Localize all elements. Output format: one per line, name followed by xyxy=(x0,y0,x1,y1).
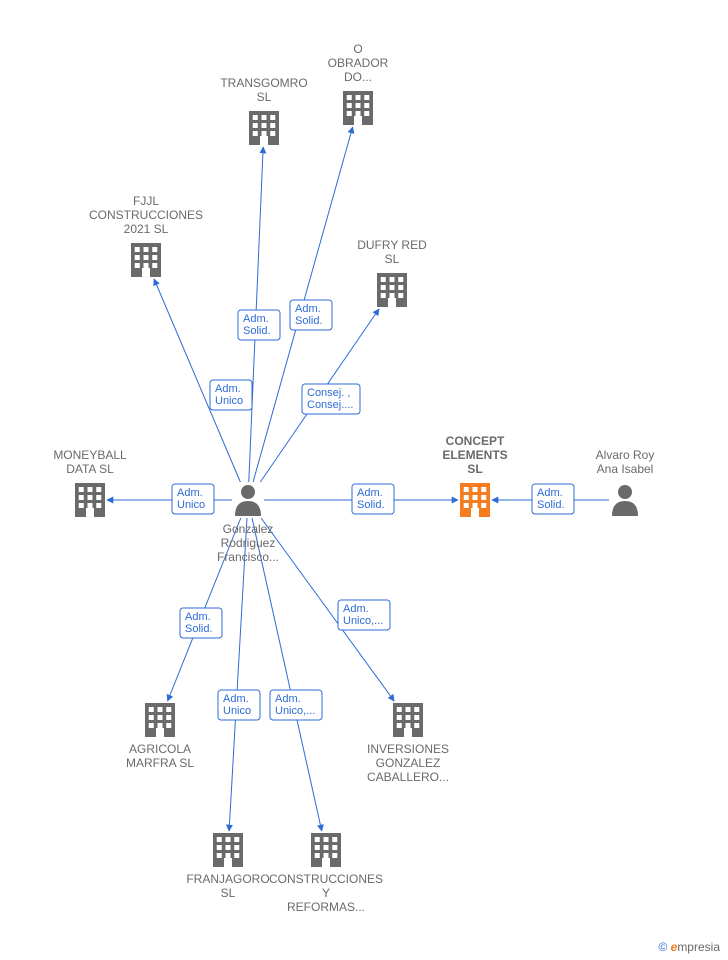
copyright-footer: © empresia xyxy=(658,940,720,954)
svg-text:Alvaro Roy: Alvaro Roy xyxy=(596,448,655,462)
svg-text:Solid.: Solid. xyxy=(243,325,271,337)
building-icon xyxy=(131,243,161,277)
svg-text:Adm.: Adm. xyxy=(537,487,563,499)
building-icon xyxy=(377,273,407,307)
edge xyxy=(229,518,247,831)
svg-text:MARFRA SL: MARFRA SL xyxy=(126,756,194,770)
svg-text:Rodriguez: Rodriguez xyxy=(221,536,276,550)
svg-text:DO...: DO... xyxy=(344,70,372,84)
svg-text:Francisco...: Francisco... xyxy=(217,550,279,564)
svg-text:Solid.: Solid. xyxy=(185,623,213,635)
person-icon xyxy=(235,485,261,516)
svg-text:CABALLERO...: CABALLERO... xyxy=(367,770,449,784)
svg-text:Adm.: Adm. xyxy=(243,313,269,325)
svg-text:Adm.: Adm. xyxy=(295,303,321,315)
svg-text:Adm.: Adm. xyxy=(215,383,241,395)
svg-text:Unico,...: Unico,... xyxy=(343,615,383,627)
svg-text:FRANJAGORO: FRANJAGORO xyxy=(186,872,269,886)
svg-text:Consej. ,: Consej. , xyxy=(307,387,350,399)
building-icon xyxy=(213,833,243,867)
svg-text:SL: SL xyxy=(385,252,400,266)
svg-text:Unico: Unico xyxy=(215,395,243,407)
svg-text:FJJL: FJJL xyxy=(133,194,159,208)
edge-label: Adm.Unico xyxy=(218,690,260,720)
node-label: CONCEPTELEMENTSSL xyxy=(442,434,507,476)
svg-text:Adm.: Adm. xyxy=(177,487,203,499)
building-icon xyxy=(145,703,175,737)
edge-label: Adm.Solid. xyxy=(238,310,280,340)
svg-text:Gonzalez: Gonzalez xyxy=(223,522,274,536)
svg-text:SL: SL xyxy=(467,462,482,476)
svg-text:Solid.: Solid. xyxy=(295,315,323,327)
network-diagram: Adm.UnicoAdm.UnicoAdm.Solid.Adm.Solid.Co… xyxy=(0,0,728,960)
svg-text:INVERSIONES: INVERSIONES xyxy=(367,742,449,756)
brand-rest: mpresia xyxy=(677,940,720,954)
node-label: Alvaro RoyAna Isabel xyxy=(596,448,655,476)
edge-label: Adm.Solid. xyxy=(290,300,332,330)
svg-text:CONSTRUCCIONES: CONSTRUCCIONES xyxy=(89,208,203,222)
svg-text:O: O xyxy=(353,42,362,56)
svg-text:SL: SL xyxy=(221,886,236,900)
svg-text:Adm.: Adm. xyxy=(343,603,369,615)
svg-text:OBRADOR: OBRADOR xyxy=(328,56,389,70)
svg-text:MONEYBALL: MONEYBALL xyxy=(53,448,127,462)
svg-text:Unico,...: Unico,... xyxy=(275,705,315,717)
svg-text:CONSTRUCCIONES: CONSTRUCCIONES xyxy=(269,872,383,886)
svg-text:ELEMENTS: ELEMENTS xyxy=(442,448,507,462)
building-icon xyxy=(311,833,341,867)
node-label: MONEYBALLDATA SL xyxy=(53,448,127,476)
edge-label: Adm.Unico xyxy=(210,380,252,410)
svg-text:Adm.: Adm. xyxy=(275,693,301,705)
svg-text:CONCEPT: CONCEPT xyxy=(446,434,505,448)
svg-text:Y: Y xyxy=(322,886,330,900)
building-icon xyxy=(343,91,373,125)
edge-label: Adm.Solid. xyxy=(180,608,222,638)
svg-text:GONZALEZ: GONZALEZ xyxy=(376,756,441,770)
building-icon xyxy=(249,111,279,145)
edge-label: Adm.Solid. xyxy=(532,484,574,514)
node-label: INVERSIONESGONZALEZCABALLERO... xyxy=(367,742,449,784)
node-label: DUFRY REDSL xyxy=(357,238,427,266)
svg-text:Adm.: Adm. xyxy=(357,487,383,499)
building-icon xyxy=(75,483,105,517)
building-icon xyxy=(460,483,490,517)
edge xyxy=(252,518,322,831)
edge-label: Adm.Unico,... xyxy=(270,690,322,720)
node-label: TRANSGOMROSL xyxy=(220,76,307,104)
node-label: AGRICOLAMARFRA SL xyxy=(126,742,194,770)
edge-label: Adm.Solid. xyxy=(352,484,394,514)
node-label: OOBRADORDO... xyxy=(328,42,389,84)
svg-text:Consej....: Consej.... xyxy=(307,399,353,411)
node-label: FRANJAGOROSL xyxy=(186,872,269,900)
svg-text:DUFRY RED: DUFRY RED xyxy=(357,238,427,252)
svg-text:Unico: Unico xyxy=(223,705,251,717)
svg-text:TRANSGOMRO: TRANSGOMRO xyxy=(220,76,307,90)
svg-text:Solid.: Solid. xyxy=(537,499,565,511)
copyright-symbol: © xyxy=(658,940,667,954)
edge-label: Consej. ,Consej.... xyxy=(302,384,360,414)
svg-text:Adm.: Adm. xyxy=(223,693,249,705)
svg-text:2021 SL: 2021 SL xyxy=(124,222,169,236)
svg-text:DATA SL: DATA SL xyxy=(66,462,114,476)
svg-text:REFORMAS...: REFORMAS... xyxy=(287,900,365,914)
svg-text:AGRICOLA: AGRICOLA xyxy=(129,742,191,756)
node-label: CONSTRUCCIONESYREFORMAS... xyxy=(269,872,383,914)
edge-label: Adm.Unico xyxy=(172,484,214,514)
node-label: FJJLCONSTRUCCIONES2021 SL xyxy=(89,194,203,236)
building-icon xyxy=(393,703,423,737)
node-label: GonzalezRodriguezFrancisco... xyxy=(217,522,279,564)
svg-text:Ana Isabel: Ana Isabel xyxy=(597,462,654,476)
person-icon xyxy=(612,485,638,516)
edge-label: Adm.Unico,... xyxy=(338,600,390,630)
svg-text:SL: SL xyxy=(257,90,272,104)
svg-text:Unico: Unico xyxy=(177,499,205,511)
svg-text:Solid.: Solid. xyxy=(357,499,385,511)
svg-text:Adm.: Adm. xyxy=(185,611,211,623)
